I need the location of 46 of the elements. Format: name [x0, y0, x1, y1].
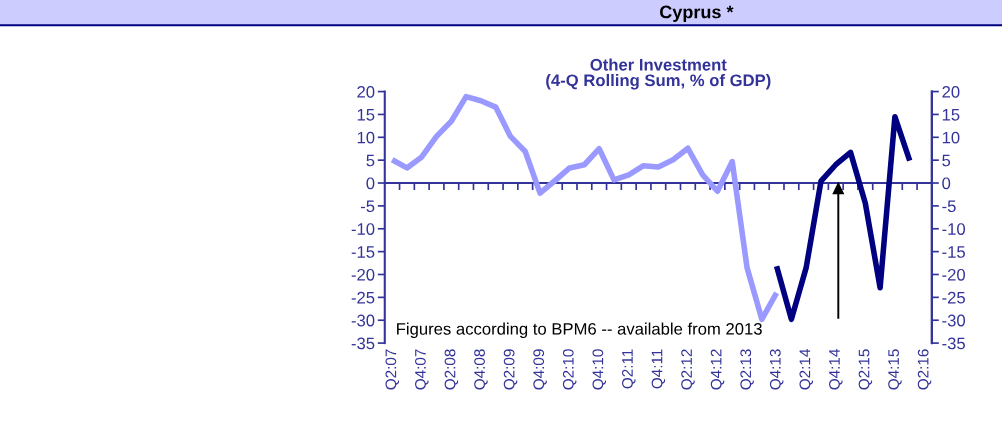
y2-tick-label: 10 — [942, 131, 960, 144]
annotation: Figures according to BPM6 -- available from 2013 — [397, 322, 762, 339]
y2-tick-label: -30 — [942, 314, 966, 327]
x-tick-label: Q2:14 — [799, 349, 814, 390]
y2-tick-label: 20 — [942, 85, 960, 98]
y-tick-label: -20 — [351, 268, 375, 281]
x-tick-label: Q4:13 — [769, 349, 784, 390]
y-tick-label: 10 — [357, 131, 375, 144]
y2-tick-label: -10 — [942, 223, 966, 235]
x-tick-label: Q4:14 — [829, 349, 843, 390]
x-tick-label: Q2:08 — [444, 349, 459, 390]
y2-tick-label: -20 — [942, 268, 966, 281]
y-tick-label: -5 — [360, 200, 375, 213]
x-tick-label: Q2:16 — [917, 349, 932, 390]
x-tick-label: Q4:10 — [592, 349, 607, 390]
y2-tick-label: 15 — [942, 109, 960, 121]
y-tick-label: 5 — [366, 154, 375, 167]
x-tick-label: Q2:13 — [740, 349, 754, 390]
y2-tick-label: -25 — [942, 291, 965, 304]
x-tick-label: Q4:15 — [888, 349, 902, 390]
y-tick-label: 15 — [357, 109, 375, 121]
y-tick-label: -15 — [351, 246, 375, 258]
x-tick-label: Q4:09 — [533, 349, 547, 390]
x-tick-label: Q4:07 — [415, 349, 429, 390]
chart-title: Cyprus * — [660, 5, 734, 22]
y-tick-label: 0 — [366, 177, 375, 190]
x-tick-label: Q2:09 — [503, 349, 518, 390]
y-tick-label: -30 — [351, 314, 375, 327]
x-tick-label: Q2:07 — [385, 349, 399, 390]
y-tick-label: 20 — [357, 85, 375, 98]
y-tick-label: -25 — [351, 291, 375, 304]
y-tick-label: -10 — [351, 223, 375, 235]
x-tick-label: Q2:10 — [562, 349, 577, 390]
x-tick-label: Q2:11 — [622, 349, 636, 389]
x-tick-label: Q2:15 — [858, 349, 873, 390]
x-tick-label: Q4:11 — [651, 349, 666, 389]
y2-tick-label: -5 — [942, 200, 956, 213]
y2-tick-label: -15 — [942, 246, 965, 258]
x-tick-label: Q4:12 — [710, 349, 725, 390]
y2-tick-label: 0 — [942, 177, 951, 190]
x-tick-label: Q4:08 — [474, 349, 488, 390]
y2-tick-label: -35 — [942, 337, 965, 350]
chart-subtitle: Other Investment (4-Q Rolling Sum, % of GDP) — [546, 58, 771, 90]
y2-tick-label: 5 — [942, 154, 951, 167]
x-tick-label: Q2:12 — [681, 349, 695, 390]
y-tick-label: -35 — [351, 337, 375, 350]
